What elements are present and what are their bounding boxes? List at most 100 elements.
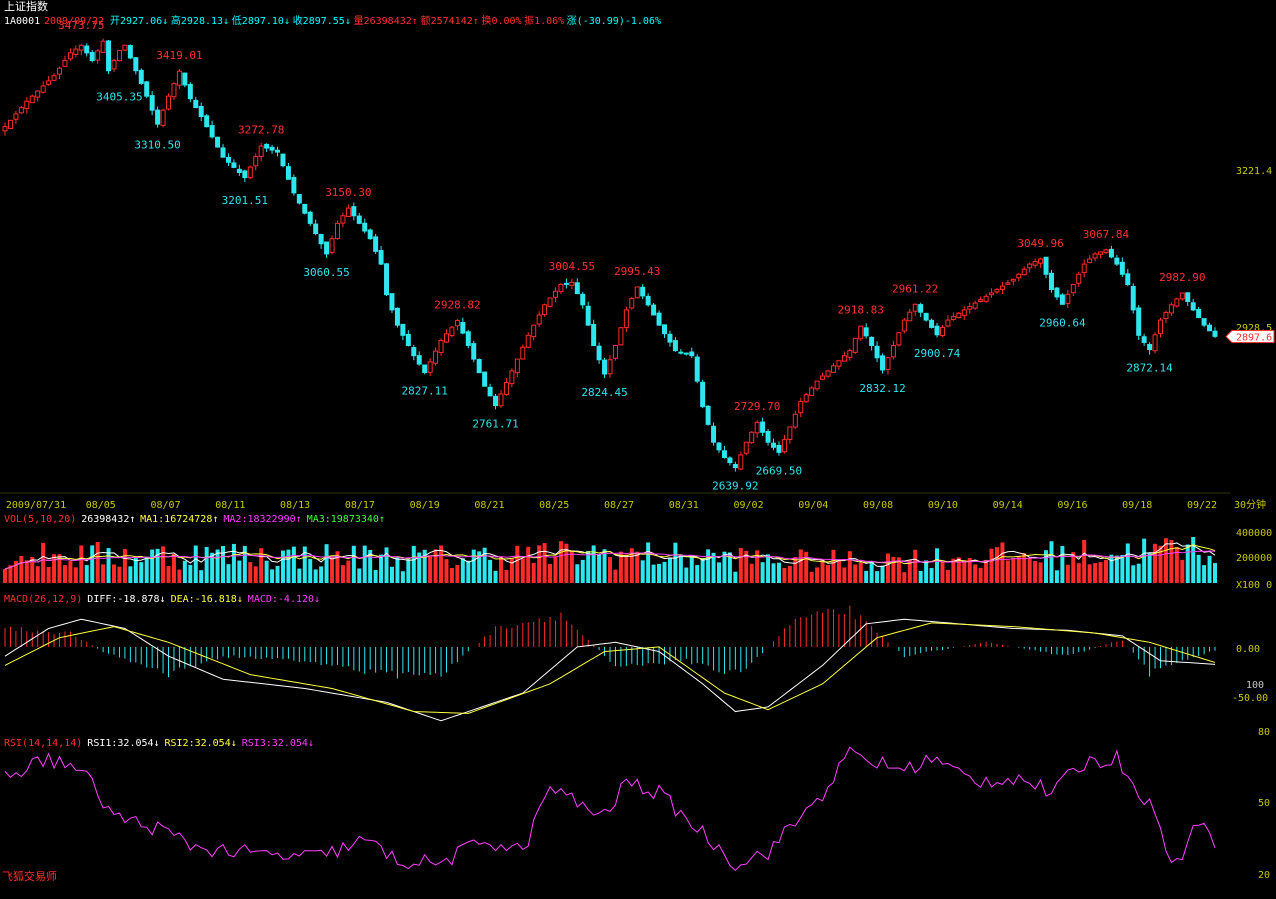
volume-bar (891, 556, 896, 583)
candle-body (602, 359, 608, 375)
candle-body (1179, 292, 1185, 300)
volume-bar (847, 551, 852, 583)
candle-body (798, 400, 804, 414)
price-annotation-22: 2960.64 (1039, 316, 1086, 329)
candle-body (394, 307, 400, 326)
header-stat-8: 涨(-30.99)-1.06% (567, 15, 661, 27)
volume-bar (330, 556, 335, 583)
candle-body (869, 336, 875, 347)
volume-bar (918, 570, 923, 583)
candle-body (95, 50, 101, 61)
volume-bar (171, 553, 176, 583)
price-annotation-15: 2729.70 (734, 400, 780, 413)
candle-body (231, 162, 237, 168)
volume-bar (869, 561, 874, 583)
volume-bar (177, 569, 182, 583)
candle-body (296, 194, 302, 204)
candle-body (280, 153, 286, 167)
volume-bar (885, 553, 890, 583)
candle-body (547, 297, 553, 307)
candle-body (1103, 249, 1109, 253)
header-stat-1: 高2928.13↓ (171, 14, 229, 27)
volume-bar (368, 549, 373, 583)
candle-body (193, 99, 199, 109)
volume-bar (1147, 552, 1152, 583)
candle-body (912, 303, 918, 312)
volume-bar (498, 556, 503, 583)
candle-body (356, 215, 362, 224)
candle-body (324, 241, 330, 255)
candle-body (40, 85, 46, 93)
volume-bar (509, 558, 514, 583)
volume-bar (395, 556, 400, 583)
volume-bar (275, 565, 280, 583)
candle-body (291, 176, 297, 194)
candle-body (841, 355, 847, 362)
volume-bar (270, 569, 275, 583)
x-tick-label-12: 09/04 (798, 500, 828, 511)
candle-body (923, 312, 929, 321)
candle-body (792, 413, 798, 428)
vol-legend-3: MA2:18322990↑ (223, 514, 301, 525)
candle-body (656, 312, 662, 326)
volume-bar (406, 559, 411, 583)
volume-bar (1022, 553, 1027, 583)
candle-body (155, 109, 161, 125)
candle-body (400, 323, 406, 336)
x-tick-label-13: 09/08 (863, 500, 893, 511)
candle-body (236, 168, 242, 173)
volume-bar (831, 549, 836, 583)
x-tick-label-4: 08/13 (280, 500, 310, 511)
volume-bar (449, 567, 454, 583)
candle-body (678, 351, 684, 354)
volume-bar (286, 549, 291, 583)
candle-body (258, 145, 264, 157)
x-tick-label-0: 2009/07/31 (6, 500, 66, 511)
candle-body (585, 305, 591, 326)
candle-body (116, 49, 122, 62)
candle-body (1087, 258, 1093, 264)
price-annotation-16: 2669.50 (756, 464, 802, 477)
candle-body (362, 222, 368, 232)
candle-body (743, 441, 749, 454)
volume-bar (1076, 563, 1081, 583)
period-label: 30分钟 (1234, 498, 1266, 511)
volume-bar (313, 569, 318, 583)
volume-bar (133, 556, 138, 583)
volume-bar (853, 564, 858, 583)
volume-bar (1213, 563, 1217, 583)
volume-bar (880, 565, 885, 583)
candle-body (820, 375, 826, 380)
macd-legend-0: MACD(26,12,9) (4, 594, 82, 605)
volume-bar (400, 571, 405, 583)
volume-bar (591, 545, 596, 583)
candle-body (307, 211, 313, 224)
candle-body (847, 350, 853, 358)
candle-body (596, 345, 602, 361)
candle-body (275, 149, 281, 153)
candle-body (220, 147, 226, 158)
candle-body (351, 206, 357, 217)
candle-body (225, 156, 231, 163)
candle-body (1147, 343, 1153, 351)
volume-bar (586, 550, 591, 583)
volume-bar (689, 556, 694, 583)
candle-body (934, 325, 940, 336)
candle-body (242, 170, 248, 179)
volume-bar (1158, 545, 1163, 583)
candle-body (503, 381, 509, 395)
volume-bar (646, 542, 651, 583)
candle-body (885, 357, 891, 371)
volume-bar (548, 563, 553, 583)
candle-body (1065, 293, 1071, 304)
candle-body (411, 347, 417, 357)
volume-bar (253, 566, 258, 583)
volume-bar (793, 557, 798, 583)
volume-bar (657, 563, 662, 583)
volume-bar (1060, 545, 1065, 583)
candle-body (264, 143, 270, 149)
volume-bar (210, 552, 215, 583)
volume-bar (1185, 544, 1190, 583)
volume-bar (809, 571, 814, 583)
